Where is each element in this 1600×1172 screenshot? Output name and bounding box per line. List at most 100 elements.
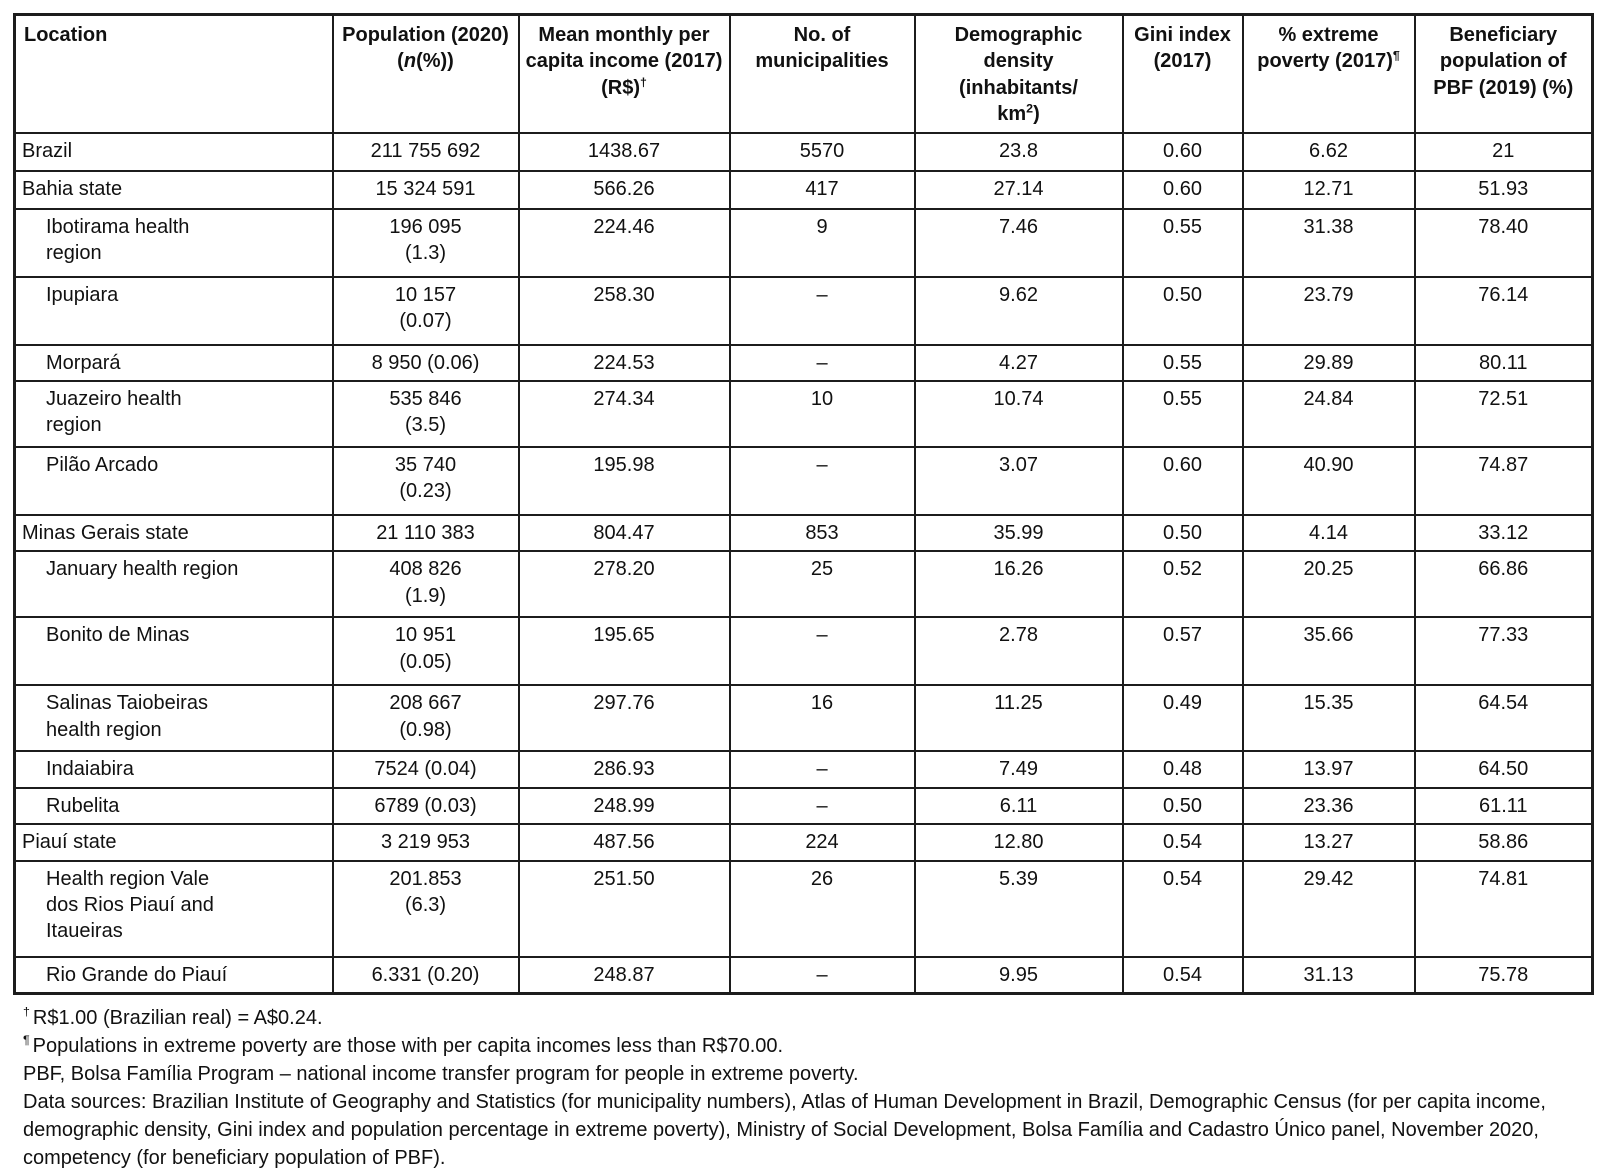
cell-location: Brazil [13,131,334,172]
cell-municipalities: – [728,343,916,382]
cell-population: 15 324 591 [331,169,520,210]
cell-gini: 0.55 [1121,379,1244,448]
footnote-marker: ¶ [23,1033,30,1048]
footnote-pilcrow: ¶ Populations in extreme poverty are thos… [23,1033,784,1057]
footnote-dagger: † R$1.00 (Brazilian real) = A$0.24. [23,1005,323,1029]
cell-income: 195.65 [517,616,731,687]
cell-municipalities: – [728,750,916,789]
cell-gini: 0.60 [1121,131,1244,172]
cell-income: 248.87 [517,955,731,995]
cell-location: Minas Gerais state [13,513,334,553]
table-header: Location Population (2020) (n(%)) Mean mon… [13,13,1594,134]
cell-poverty: 20.25 [1241,550,1416,619]
cell-gini: 0.55 [1121,207,1244,278]
cell-density: 9.62 [913,275,1124,346]
column-header-income: Mean monthly per capita income (2017) (R… [517,13,731,134]
cell-income: 1438.67 [517,131,731,172]
cell-population: 35 740 (0.23) [331,445,520,516]
cell-poverty: 23.36 [1241,786,1416,826]
cell-gini: 0.60 [1121,169,1244,210]
cell-poverty: 23.79 [1241,275,1416,346]
cell-pbf: 80.11 [1413,343,1594,382]
cell-municipalities: – [728,955,916,995]
cell-pbf: 51.93 [1413,169,1594,210]
cell-location: Pilão Arcado [13,445,334,516]
cell-municipalities: 5570 [728,131,916,172]
cell-poverty: 6.62 [1241,131,1416,172]
cell-density: 23.8 [913,131,1124,172]
cell-location: Ibotirama health region [13,207,334,278]
cell-population: 8 950 (0.06) [331,343,520,382]
cell-poverty: 31.13 [1241,955,1416,995]
table-row: Brazil 211 755 692 1438.67 5570 23.8 0.60 6.62… [13,131,1594,172]
cell-pbf: 64.54 [1413,684,1594,753]
cell-pbf: 21 [1413,131,1594,172]
cell-municipalities: 26 [728,859,916,958]
cell-pbf: 66.86 [1413,550,1594,619]
cell-municipalities: 25 [728,550,916,619]
cell-location: Juazeiro health region [13,379,334,448]
cell-poverty: 29.89 [1241,343,1416,382]
cell-location: Salinas Taiobeiras health region [13,684,334,753]
cell-population: 7524 (0.04) [331,750,520,789]
cell-population: 408 826 (1.9) [331,550,520,619]
cell-density: 27.14 [913,169,1124,210]
table-row: Bonito de Minas 10 951 (0.05) 195.65–2.78 0… [13,616,1594,687]
cell-population: 201.853 (6.3) [331,859,520,958]
cell-location: Health region Vale dos Rios Piauí and It… [13,859,334,958]
cell-location: Bahia state [13,169,334,210]
cell-population: 535 846 (3.5) [331,379,520,448]
cell-income: 224.46 [517,207,731,278]
cell-population: 3 219 953 [331,823,520,862]
cell-poverty: 35.66 [1241,616,1416,687]
cell-population: 211 755 692 [331,131,520,172]
cell-municipalities: 9 [728,207,916,278]
cell-income: 487.56 [517,823,731,862]
cell-density: 9.95 [913,955,1124,995]
table-row: Ipupiara 10 157 (0.07) 258.30–9.62 0.50 23.7… [13,275,1594,346]
cell-location: January health region [13,550,334,619]
cell-gini: 0.52 [1121,550,1244,619]
cell-municipalities: – [728,786,916,826]
cell-pbf: 74.87 [1413,445,1594,516]
table-row: Pilão Arcado 35 740 (0.23) 195.98–3.07 0.60… [13,445,1594,516]
cell-density: 3.07 [913,445,1124,516]
cell-income: 286.93 [517,750,731,789]
table-row: Minas Gerais state 21 110 383 804.47 853 35.… [13,513,1594,553]
cell-population: 10 157 (0.07) [331,275,520,346]
cell-pbf: 75.78 [1413,955,1594,995]
cell-gini: 0.60 [1121,445,1244,516]
table-row: Morpará 8 950 (0.06) 224.53–4.27 0.55 29.89 8… [13,343,1594,382]
cell-gini: 0.55 [1121,343,1244,382]
table-row: Juazeiro health region 535 846 (3.5) 274.3… [13,379,1594,448]
cell-density: 11.25 [913,684,1124,753]
cell-pbf: 64.50 [1413,750,1594,789]
table-row: Indaiabira 7524 (0.04) 286.93–7.49 0.48 13.9… [13,750,1594,789]
table-body: Brazil 211 755 692 1438.67 5570 23.8 0.60 6.62… [13,131,1594,995]
cell-pbf: 76.14 [1413,275,1594,346]
cell-location: Piauí state [13,823,334,862]
cell-gini: 0.48 [1121,750,1244,789]
cell-population: 6.331 (0.20) [331,955,520,995]
cell-poverty: 13.27 [1241,823,1416,862]
cell-density: 35.99 [913,513,1124,553]
table-footnotes: † R$1.00 (Brazilian real) = A$0.24. ¶ Popul… [23,1004,1589,1172]
cell-location: Bonito de Minas [13,616,334,687]
cell-poverty: 12.71 [1241,169,1416,210]
cell-municipalities: 224 [728,823,916,862]
cell-poverty: 24.84 [1241,379,1416,448]
cell-municipalities: – [728,616,916,687]
column-header-density: Demographic density (inhabitants/ km2) [913,13,1124,134]
cell-income: 278.20 [517,550,731,619]
cell-income: 297.76 [517,684,731,753]
cell-income: 251.50 [517,859,731,958]
cell-poverty: 31.38 [1241,207,1416,278]
column-header-population: Population (2020) (n(%)) [331,13,520,134]
cell-income: 248.99 [517,786,731,826]
footnote-data-sources: Data sources: Brazilian Institute of Geo… [23,1090,1546,1169]
table-row: January health region 408 826 (1.9) 278.20… [13,550,1594,619]
cell-income: 274.34 [517,379,731,448]
cell-pbf: 78.40 [1413,207,1594,278]
column-header-pbf: Beneficiary population of PBF (2019) (%) [1413,13,1594,134]
